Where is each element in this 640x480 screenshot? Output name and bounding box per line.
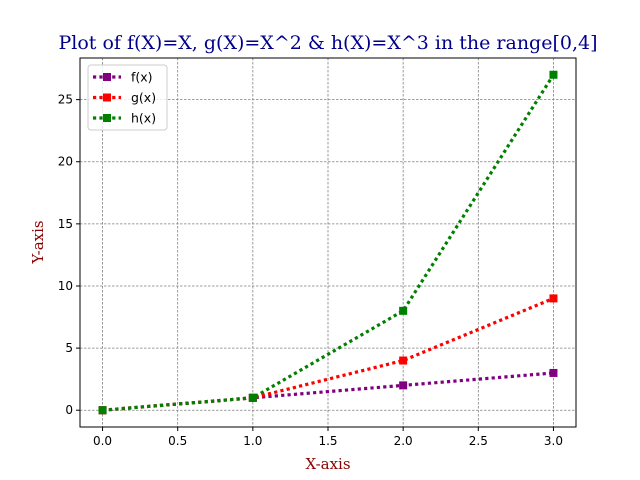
x-axis-ticks: 0.0 0.5 1.0 1.5 2.0 2.5 3.0	[93, 427, 563, 448]
x-tick-label: 3.0	[544, 434, 563, 448]
data-point-h-x	[549, 70, 558, 79]
series-group	[98, 70, 558, 415]
data-point-f-x	[399, 381, 408, 390]
data-point-f-x	[549, 368, 558, 377]
data-point-g-x	[549, 294, 558, 303]
data-point-g-x	[399, 356, 408, 365]
series-line-h-x	[102, 73, 555, 412]
y-tick-label: 15	[58, 217, 73, 231]
y-tick-label: 10	[58, 279, 73, 293]
data-point-h-x	[248, 393, 257, 402]
legend-box	[87, 64, 168, 131]
x-tick-label: 0.0	[93, 434, 112, 448]
series-line-f-x	[102, 371, 554, 412]
data-point-h-x	[399, 306, 408, 315]
legend-label-h-x: h(x)	[131, 111, 156, 126]
y-tick-label: 0	[65, 403, 73, 417]
x-tick-label: 1.0	[243, 434, 262, 448]
x-tick-label: 2.5	[469, 434, 488, 448]
chart-title: Plot of f(X)=X, g(X)=X^2 & h(X)=X^3 in t…	[58, 32, 597, 54]
legend-label-f-x: f(x)	[131, 70, 153, 85]
x-tick-label: 2.0	[394, 434, 413, 448]
series-line-g-x	[102, 296, 555, 412]
grid	[80, 58, 576, 427]
y-axis-ticks: 0 5 10 15 20 25	[58, 93, 80, 417]
legend-marker-h-x	[103, 114, 111, 122]
legend: f(x) g(x) h(x)	[87, 64, 168, 131]
legend-marker-f-x	[103, 73, 111, 81]
y-axis-label: Y-axis	[29, 220, 47, 264]
plot-frame	[79, 57, 577, 428]
y-tick-label: 25	[58, 93, 73, 107]
legend-label-g-x: g(x)	[131, 90, 156, 105]
x-tick-label: 1.5	[318, 434, 337, 448]
y-tick-label: 5	[65, 341, 73, 355]
y-tick-label: 20	[58, 155, 73, 169]
legend-marker-g-x	[103, 93, 111, 102]
data-point-h-x	[98, 406, 107, 415]
x-tick-label: 0.5	[168, 434, 187, 448]
x-axis-label: X-axis	[305, 455, 350, 473]
